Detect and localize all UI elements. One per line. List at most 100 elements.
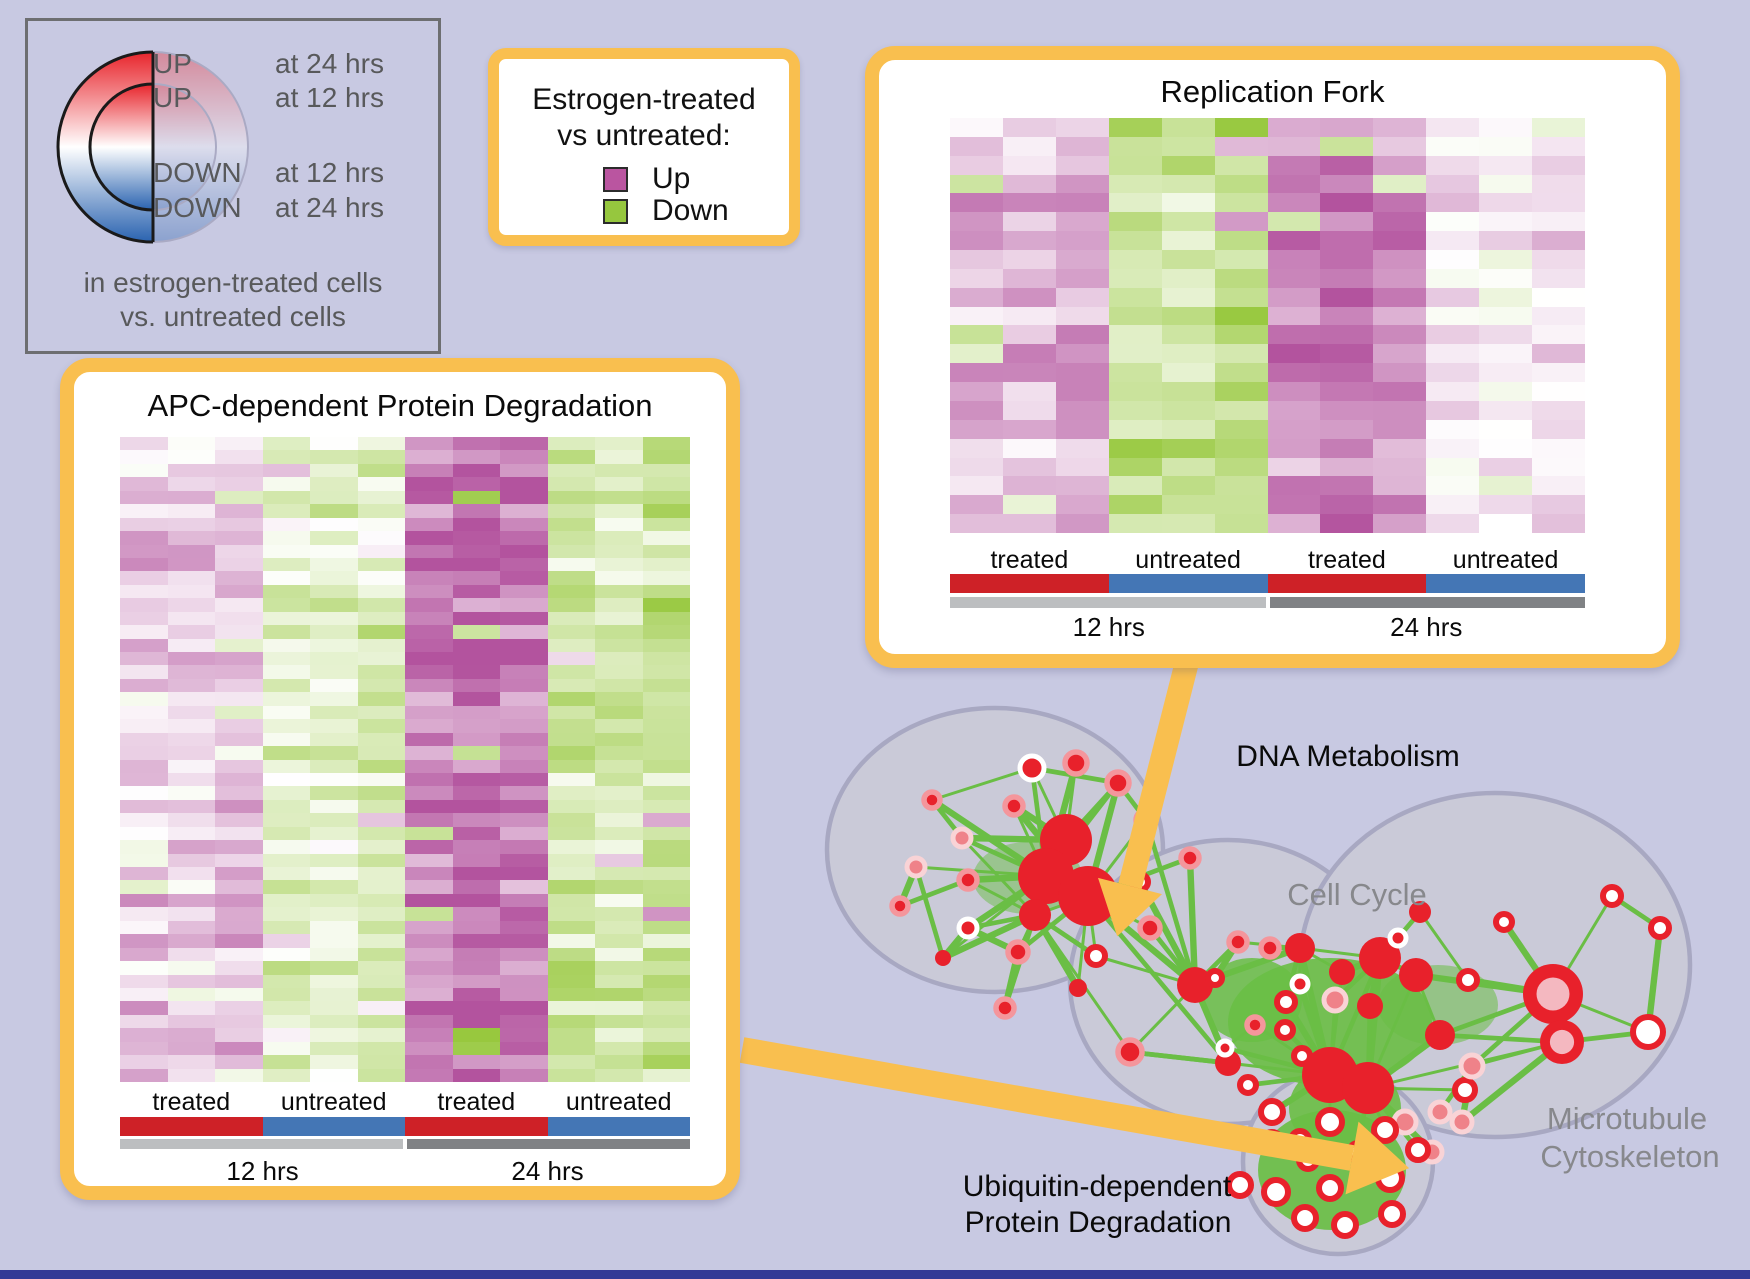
group-label-untreated: untreated: [1452, 546, 1559, 574]
heatmap-cell: [547, 893, 595, 908]
heatmap-cell: [262, 840, 310, 854]
heatmap-cell: [1479, 118, 1533, 137]
heatmap-cell: [167, 987, 215, 1002]
heatmap-cell: [1161, 382, 1215, 401]
network-edge: [1033, 913, 1098, 958]
heatmap-cell: [310, 490, 358, 505]
heatmap-cell: [357, 813, 405, 827]
untreated-bar: [547, 1117, 690, 1136]
heatmap-cell: [547, 759, 595, 773]
heatmap-cell: [500, 799, 548, 814]
heatmap-cell: [120, 477, 168, 491]
network-edge: [1044, 873, 1090, 899]
heatmap-cell: [1108, 363, 1162, 383]
heatmap-cell: [215, 732, 263, 747]
heatmap-cell: [595, 611, 643, 626]
heatmap-cell: [167, 1001, 215, 1015]
heatmap-cell: [595, 907, 643, 921]
heatmap-cell: [405, 1068, 453, 1082]
heatmap-cell: [262, 625, 310, 639]
heatmap-cell: [357, 1068, 405, 1082]
heatmap-cell: [215, 893, 263, 908]
heatmap-cell: [452, 746, 500, 760]
heatmap-cell: [1055, 363, 1109, 383]
heatmap-cell: [1320, 306, 1374, 326]
heatmap-cell: [642, 826, 690, 841]
bar-24hrs: [407, 1139, 690, 1149]
heatmap-cell: [642, 759, 690, 773]
heatmap-cell: [642, 490, 690, 505]
network-edge: [942, 874, 1047, 960]
heatmap-cell: [642, 799, 690, 814]
heatmap-cell: [452, 1028, 500, 1042]
updown-legend-box: Estrogen-treated vs untreated: Up Down: [488, 48, 800, 246]
heatmap-cell: [642, 517, 690, 532]
heatmap-cell: [642, 705, 690, 720]
heatmap-cell: [547, 853, 595, 867]
gene-node-white-center: [1375, 1163, 1405, 1193]
cluster-label-microtubule-line1: Microtubule: [1546, 1101, 1708, 1136]
heatmap-cell: [405, 463, 453, 478]
ring-row-time: at 24 hrs: [275, 192, 384, 223]
heatmap-cell: [1002, 438, 1056, 458]
gene-node-white-center: [1112, 898, 1132, 918]
heatmap-cell: [452, 759, 500, 773]
network-edge: [1364, 957, 1384, 1089]
network-edge: [1086, 895, 1098, 957]
heatmap-cell: [357, 893, 405, 908]
heatmap-cell: [120, 947, 168, 962]
heatmap-cell: [1055, 382, 1109, 401]
heatmap-cell: [452, 437, 500, 451]
heatmap-cell: [452, 1068, 500, 1082]
heatmap-cell: [1479, 363, 1533, 383]
heatmap-cell: [547, 961, 595, 975]
heatmap-cell: [1267, 514, 1321, 533]
heatmap-cell: [950, 212, 1003, 232]
heatmap-cell: [357, 531, 405, 545]
heatmap-cell: [950, 457, 1003, 477]
heatmap-cell: [1320, 250, 1374, 269]
gene-node-white-center: [1371, 1116, 1399, 1144]
heatmap-cell: [1108, 514, 1162, 533]
heatmap-cell: [595, 652, 643, 666]
heatmap-cell: [215, 974, 263, 988]
heatmap-cell: [1055, 136, 1109, 156]
heatmap-cell: [642, 987, 690, 1002]
gene-node-solid: [1058, 866, 1118, 926]
heatmap-cell: [357, 652, 405, 666]
heatmap-cell: [547, 1068, 595, 1082]
heatmap-cell: [1214, 250, 1268, 269]
heatmap-cell: [1108, 306, 1162, 326]
heatmap-cell: [310, 867, 358, 881]
heatmap-cell: [547, 437, 595, 451]
heatmap-cell: [215, 746, 263, 760]
heatmap-cell: [215, 678, 263, 693]
heatmap-cell: [357, 799, 405, 814]
gene-node-white-center: [1237, 1074, 1259, 1096]
heatmap-cell: [642, 477, 690, 491]
gene-node-white-center: [1274, 1019, 1296, 1041]
network-edge: [1085, 893, 1198, 988]
heatmap-cell: [452, 463, 500, 478]
heatmap-cell: [500, 611, 548, 626]
heatmap-cell: [1479, 495, 1533, 515]
heatmap-cell: [357, 1055, 405, 1069]
heatmap-cell: [1161, 495, 1215, 515]
heatmap-cell: [357, 477, 405, 491]
heatmap-cell: [215, 786, 263, 800]
heatmap-cell: [215, 571, 263, 585]
heatmap-cell: [262, 611, 310, 626]
heatmap-cell: [500, 638, 548, 652]
heatmap-cell: [1426, 155, 1480, 175]
network-edge: [1193, 944, 1302, 989]
heatmap-cell: [405, 719, 453, 733]
heatmap-cell: [1320, 382, 1374, 401]
heatmap-cell: [595, 1055, 643, 1069]
heatmap-cell: [595, 557, 643, 572]
gene-node-white-ring: [1387, 927, 1409, 949]
heatmap-cell: [262, 1055, 310, 1069]
heatmap-cell: [357, 732, 405, 747]
network-edge: [1033, 914, 1132, 1053]
heatmap-cell: [452, 880, 500, 894]
gene-node-white-center: [1456, 968, 1480, 992]
